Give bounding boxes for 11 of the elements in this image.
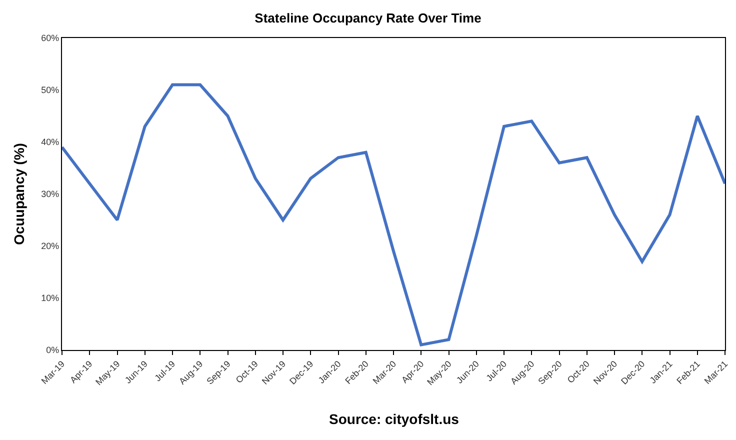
y-axis-title: Ocuupancy (%) [11,143,27,245]
line-series [62,83,725,346]
y-tick-label: 20% [41,241,60,252]
y-tick-label: 50% [41,85,60,96]
y-tick-label: 10% [41,293,60,304]
y-tick-label: 0% [46,345,60,356]
y-tick-label: 60% [41,33,60,44]
source-note: Source: cityofslt.us [329,411,460,427]
y-tick-label: 30% [41,189,60,200]
chart-title: Stateline Occupancy Rate Over Time [254,10,482,26]
y-tick-label: 40% [41,137,60,148]
